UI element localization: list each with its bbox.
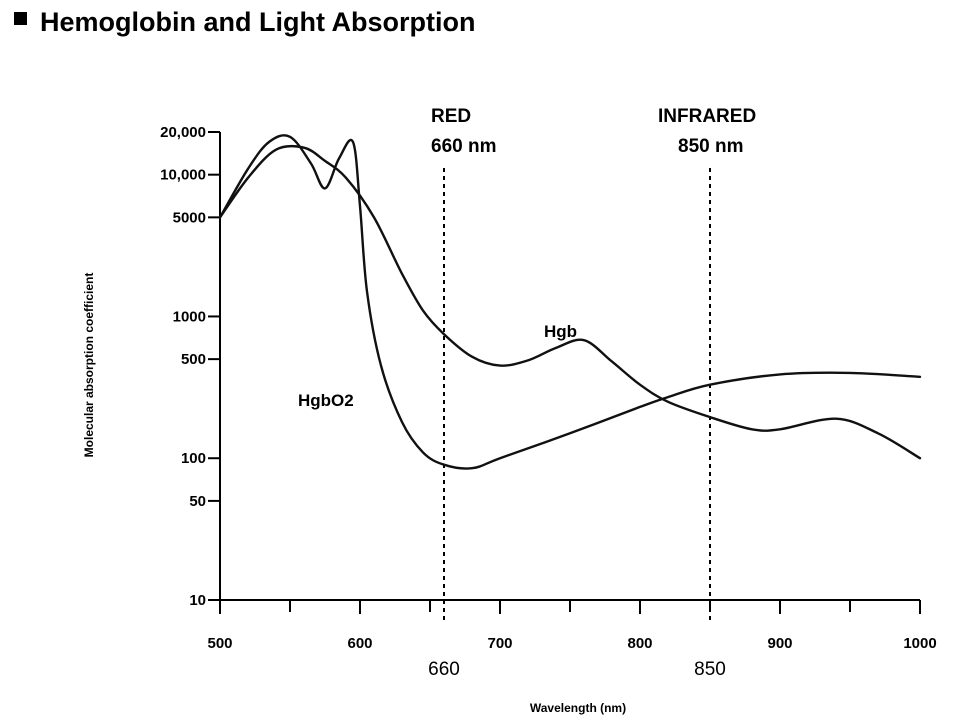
series-line-hgbo2 <box>218 134 922 470</box>
annotation-line1: RED <box>431 106 471 127</box>
title-bullet <box>14 12 27 25</box>
y-tick-label: 50 <box>189 493 206 510</box>
y-tick-label: 100 <box>181 450 206 467</box>
reference-lines: RED 660 nm 660 INFRARED 850 nm 850 <box>428 106 756 680</box>
y-tick-label: 10 <box>189 592 206 609</box>
x-tick-label: 1000 <box>903 635 936 652</box>
series-line-hgb <box>218 144 922 460</box>
series-lines <box>218 134 922 470</box>
y-tick-label: 10,000 <box>160 167 206 184</box>
y-tick-label: 20,000 <box>160 124 206 141</box>
y-ticks: 10 50 100 500 1000 5000 10,000 20,000 <box>160 124 220 609</box>
reference-marker-label: 660 <box>428 659 460 680</box>
x-tick-label: 800 <box>627 635 652 652</box>
x-tick-label: 900 <box>767 635 792 652</box>
reference-marker-label: 850 <box>694 659 726 680</box>
x-ticks: 500 600 700 800 900 1000 <box>207 600 937 652</box>
y-tick-label: 500 <box>181 351 206 368</box>
chart-title: Hemoglobin and Light Absorption <box>40 7 475 37</box>
x-tick-label: 600 <box>347 635 372 652</box>
y-tick-label: 1000 <box>173 308 206 325</box>
series-label-hgb: Hgb <box>544 322 577 341</box>
x-tick-label: 700 <box>487 635 512 652</box>
y-tick-label: 5000 <box>173 209 206 226</box>
x-tick-label: 500 <box>207 635 232 652</box>
axes <box>219 132 920 601</box>
annotation-line2: 660 nm <box>431 136 496 157</box>
annotation-line2: 850 nm <box>678 136 743 157</box>
x-axis-label: Wavelength (nm) <box>530 701 626 715</box>
y-axis-label: Molecular absorption coefficient <box>82 273 96 458</box>
series-label-hgbo2: HgbO2 <box>298 391 354 410</box>
annotation-line1: INFRARED <box>658 106 756 127</box>
